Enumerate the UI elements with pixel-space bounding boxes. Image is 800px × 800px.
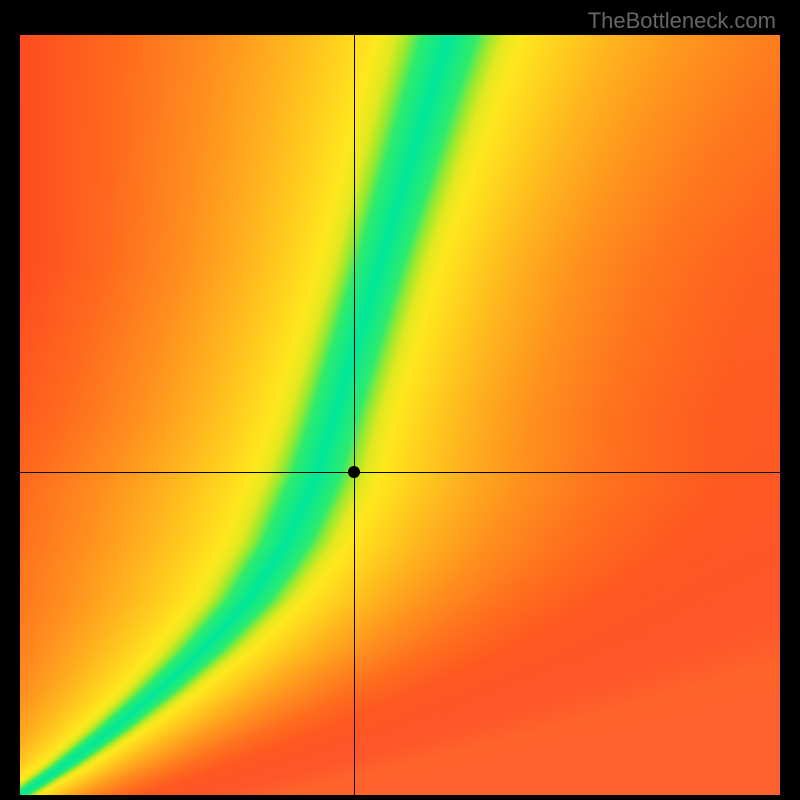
crosshair-marker (348, 466, 360, 478)
heatmap-plot (20, 35, 780, 795)
crosshair-vertical (354, 35, 355, 795)
heatmap-canvas (20, 35, 780, 795)
crosshair-horizontal (20, 472, 780, 473)
watermark-text: TheBottleneck.com (588, 8, 776, 34)
